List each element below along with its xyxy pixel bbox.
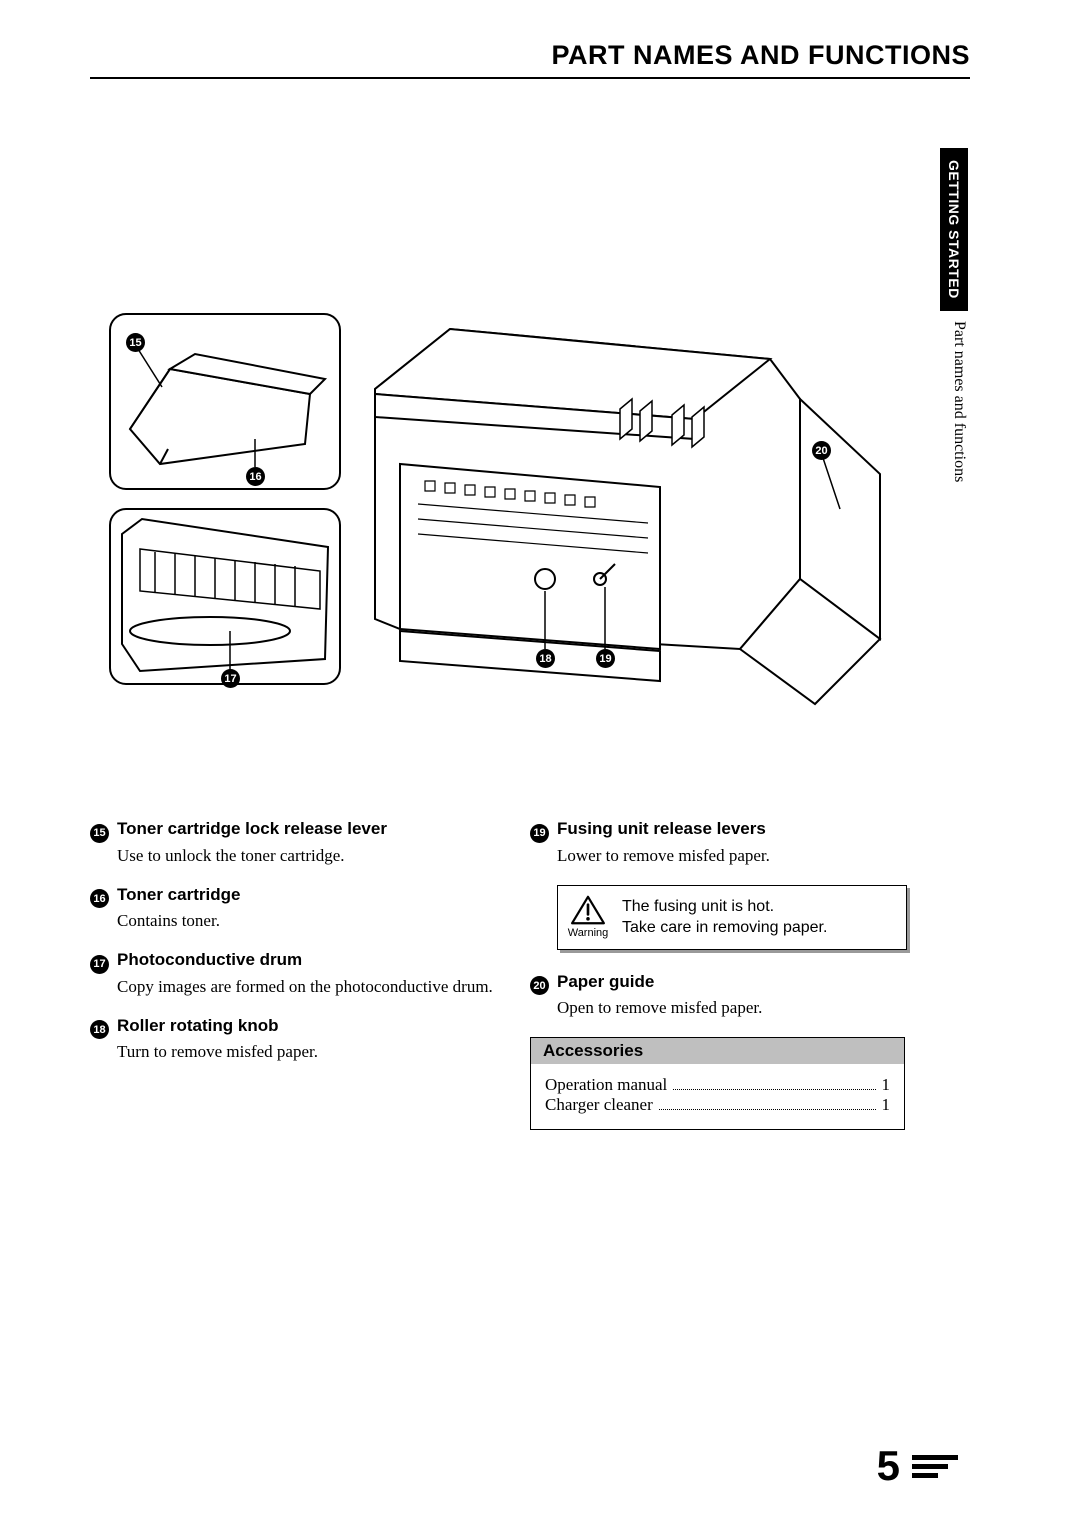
title-rule: PART NAMES AND FUNCTIONS: [90, 40, 970, 79]
warning-label: Warning: [568, 927, 609, 939]
page-title: PART NAMES AND FUNCTIONS: [552, 40, 971, 70]
section-subtitle: Part names and functions: [944, 311, 974, 492]
item-16: 16 Toner cartridge Contains toner.: [90, 885, 500, 933]
item-15: 15 Toner cartridge lock release lever Use…: [90, 819, 500, 867]
item-20: 20 Paper guide Open to remove misfed pape…: [530, 972, 940, 1020]
side-tab: GETTING STARTED Part names and functions: [940, 148, 970, 492]
title-19: Fusing unit release levers: [557, 819, 766, 839]
warning-icon: [570, 895, 606, 925]
accessory-name: Operation manual: [545, 1075, 667, 1095]
warning-box: Warning The fusing unit is hot. Take car…: [557, 885, 907, 950]
leader-dots: [673, 1074, 875, 1089]
title-17: Photoconductive drum: [117, 950, 302, 970]
desc-18: Turn to remove misfed paper.: [117, 1041, 500, 1063]
title-20: Paper guide: [557, 972, 654, 992]
left-column: 15 Toner cartridge lock release lever Use…: [90, 819, 500, 1130]
desc-16: Contains toner.: [117, 910, 500, 932]
desc-15: Use to unlock the toner cartridge.: [117, 845, 500, 867]
title-16: Toner cartridge: [117, 885, 240, 905]
diagram-svg: [100, 309, 900, 729]
warning-text: The fusing unit is hot. Take care in rem…: [618, 886, 837, 949]
item-18: 18 Roller rotating knob Turn to remove mi…: [90, 1016, 500, 1064]
callout-18: 18: [536, 649, 555, 668]
desc-17: Copy images are formed on the photocondu…: [117, 976, 500, 998]
desc-19: Lower to remove misfed paper.: [557, 845, 940, 867]
accessories-body: Operation manual 1 Charger cleaner 1: [531, 1064, 904, 1129]
title-18: Roller rotating knob: [117, 1016, 279, 1036]
section-tab: GETTING STARTED: [940, 148, 968, 311]
accessories-box: Accessories Operation manual 1 Charger c…: [530, 1037, 905, 1130]
accessory-row: Charger cleaner 1: [545, 1095, 890, 1115]
descriptions: 15 Toner cartridge lock release lever Use…: [90, 819, 970, 1130]
warning-icon-cell: Warning: [558, 886, 618, 949]
page-number-block: 5: [877, 1442, 958, 1490]
page-content: PART NAMES AND FUNCTIONS GETTING STARTED…: [90, 40, 970, 1490]
callout-19: 19: [596, 649, 615, 668]
num-15: 15: [90, 824, 109, 843]
leader-dots: [659, 1095, 876, 1110]
printer-diagram: 15 16 17 18 19 20: [100, 309, 900, 729]
callout-15: 15: [126, 333, 145, 352]
num-16: 16: [90, 889, 109, 908]
num-17: 17: [90, 955, 109, 974]
warning-line1: The fusing unit is hot.: [622, 896, 827, 918]
num-18: 18: [90, 1020, 109, 1039]
desc-20: Open to remove misfed paper.: [557, 997, 940, 1019]
warning-line2: Take care in removing paper.: [622, 917, 827, 939]
page-number: 5: [877, 1442, 900, 1490]
accessories-heading: Accessories: [531, 1038, 904, 1064]
item-19: 19 Fusing unit release levers Lower to re…: [530, 819, 940, 867]
accessory-qty: 1: [882, 1095, 891, 1115]
callout-16: 16: [246, 467, 265, 486]
page-number-decoration: [912, 1455, 958, 1478]
callout-20: 20: [812, 441, 831, 460]
callout-17: 17: [221, 669, 240, 688]
num-19: 19: [530, 824, 549, 843]
title-15: Toner cartridge lock release lever: [117, 819, 387, 839]
accessory-name: Charger cleaner: [545, 1095, 653, 1115]
num-20: 20: [530, 976, 549, 995]
right-column: 19 Fusing unit release levers Lower to re…: [530, 819, 940, 1130]
accessory-qty: 1: [882, 1075, 891, 1095]
accessory-row: Operation manual 1: [545, 1074, 890, 1094]
item-17: 17 Photoconductive drum Copy images are f…: [90, 950, 500, 998]
